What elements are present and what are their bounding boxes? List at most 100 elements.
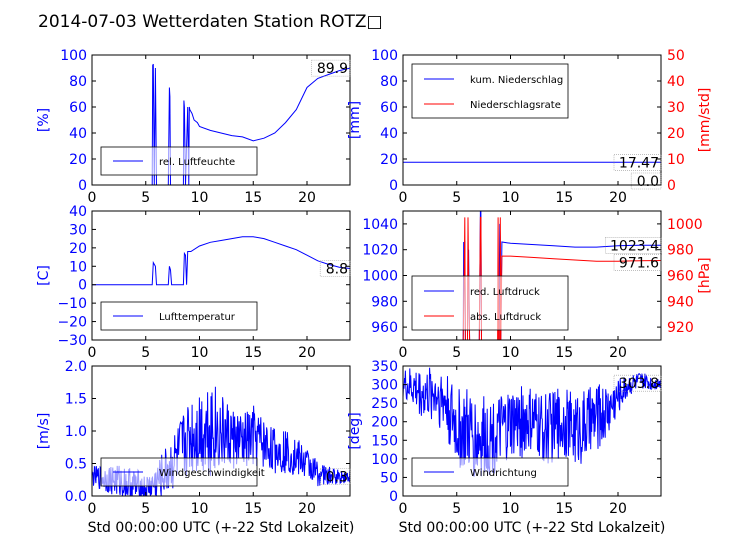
y2-tick-label: 50 [667,48,685,64]
x-tick-label: 15 [555,501,573,517]
y-tick-label: 10 [69,259,87,275]
x-tick-label: 0 [399,345,408,361]
y-tick-label: 1020 [362,243,398,259]
y-tick-label: 0.5 [65,457,87,473]
last-value-box [613,374,662,392]
y2-tick-label: 10 [667,152,685,168]
legend-label: Windrichtung [470,468,537,479]
y2-tick-label: 920 [667,320,694,336]
chart-panel-1: 0 5 10 15 20 0 20 40 60 80 100 [%] rel. Luftfeuchte 8… [36,48,351,206]
x-tick-label: 10 [191,501,209,517]
y-tick-label: 150 [371,433,398,449]
y-tick-label: 1040 [362,217,398,233]
y2-tick-label: 20 [667,126,685,142]
y-tick-label: 40 [69,126,87,142]
plot-frame [91,54,351,186]
plot-frame [402,365,662,497]
last-value-label: 8.8 [326,261,348,277]
x-tick-label: 15 [244,190,262,206]
last-value-label: 17.47 [619,155,659,171]
y2-tick-label: 0 [667,178,676,194]
x-tick-label: 5 [141,501,150,517]
y2-axis-label: [hPa] [697,257,713,293]
x-tick-label: 15 [555,190,573,206]
last-value-box [613,153,662,171]
x-axis-label: Std 00:00:00 UTC (+-22 Std Lokalzeit) [88,520,355,536]
y-tick-label: 0 [78,178,87,194]
y-tick-label: 250 [371,396,398,412]
series-line-1 [92,236,350,286]
y2-tick-label: 960 [667,269,694,285]
x-tick-label: 0 [88,190,97,206]
y-tick-label: 60 [69,100,87,116]
legend-label: abs. Luftdruck [470,312,541,323]
y-axis-label: [%] [36,108,52,132]
y-tick-label: 20 [69,241,87,257]
x-tick-label: 10 [191,190,209,206]
plot-frame [402,54,662,186]
last-value-box [630,172,662,190]
x-tick-label: 0 [88,501,97,517]
x-tick-label: 20 [298,501,316,517]
x-tick-label: 20 [298,190,316,206]
y-tick-label: −10 [57,296,87,312]
x-tick-label: 20 [609,345,627,361]
x-tick-label: 0 [399,190,408,206]
y-axis-label: [mm] [347,101,363,139]
legend-box [411,275,569,331]
y-tick-label: 80 [380,74,398,90]
x-axis-label: Std 00:00:00 UTC (+-22 Std Lokalzeit) [399,520,666,536]
y-tick-label: 0 [78,278,87,294]
legend-box [411,63,569,119]
y-tick-label: 200 [371,415,398,431]
chart-panel-4: 0 5 10 15 20 960 980 1000 1020 1040 920 940 960 980 10… [362,210,713,361]
y2-tick-label: 980 [667,243,694,259]
last-value-box [311,59,351,77]
x-tick-label: 5 [452,190,461,206]
y-tick-label: 60 [380,100,398,116]
y2-tick-label: 940 [667,294,694,310]
x-tick-label: 10 [502,345,520,361]
y-tick-label: 960 [371,320,398,336]
legend-label: rel. Luftfeuchte [159,157,235,168]
y-tick-label: 80 [69,74,87,90]
chart-panel-2: 0 5 10 15 20 0 20 40 60 80 100 0 10 20 30 40 50 [mm] [mm/s… [347,48,713,206]
y-tick-label: 50 [380,470,398,486]
x-tick-label: 10 [502,501,520,517]
x-tick-label: 15 [244,345,262,361]
y-tick-label: 40 [380,126,398,142]
last-value-label: 303.8 [619,376,659,392]
series-line-1 [403,367,661,477]
last-value-label: 0.3 [326,470,348,486]
y2-axis-label: [mm/std] [697,88,713,153]
legend-label: red. Luftdruck [470,287,540,298]
last-value-label: 0.0 [637,174,659,190]
legend-label: Lufttemperatur [159,312,236,323]
y-tick-label: 40 [69,204,87,220]
y-axis-label: [m/s] [36,413,52,450]
x-tick-label: 10 [502,190,520,206]
y2-tick-label: 1000 [667,217,703,233]
x-tick-label: 5 [452,501,461,517]
x-tick-label: 5 [141,190,150,206]
x-tick-label: 15 [244,501,262,517]
y-tick-label: −20 [57,315,87,331]
x-tick-label: 20 [609,501,627,517]
y-tick-label: 350 [371,359,398,375]
y-axis-label: [deg] [347,412,363,449]
y-tick-label: 980 [371,294,398,310]
y2-tick-label: 30 [667,100,685,116]
last-value-label: 1023.4 [610,238,659,254]
y-tick-label: 1.5 [65,392,87,408]
x-tick-label: 0 [88,345,97,361]
x-tick-label: 5 [452,345,461,361]
series-line-1 [92,63,350,185]
last-value-label: 89.9 [317,61,348,77]
y-tick-label: 0 [389,489,398,505]
y-tick-label: 20 [380,152,398,168]
figure-title: 2014-07-03 Wetterdaten Station ROTZ□ [38,12,383,32]
y-tick-label: 300 [371,378,398,394]
y2-tick-label: 40 [667,74,685,90]
